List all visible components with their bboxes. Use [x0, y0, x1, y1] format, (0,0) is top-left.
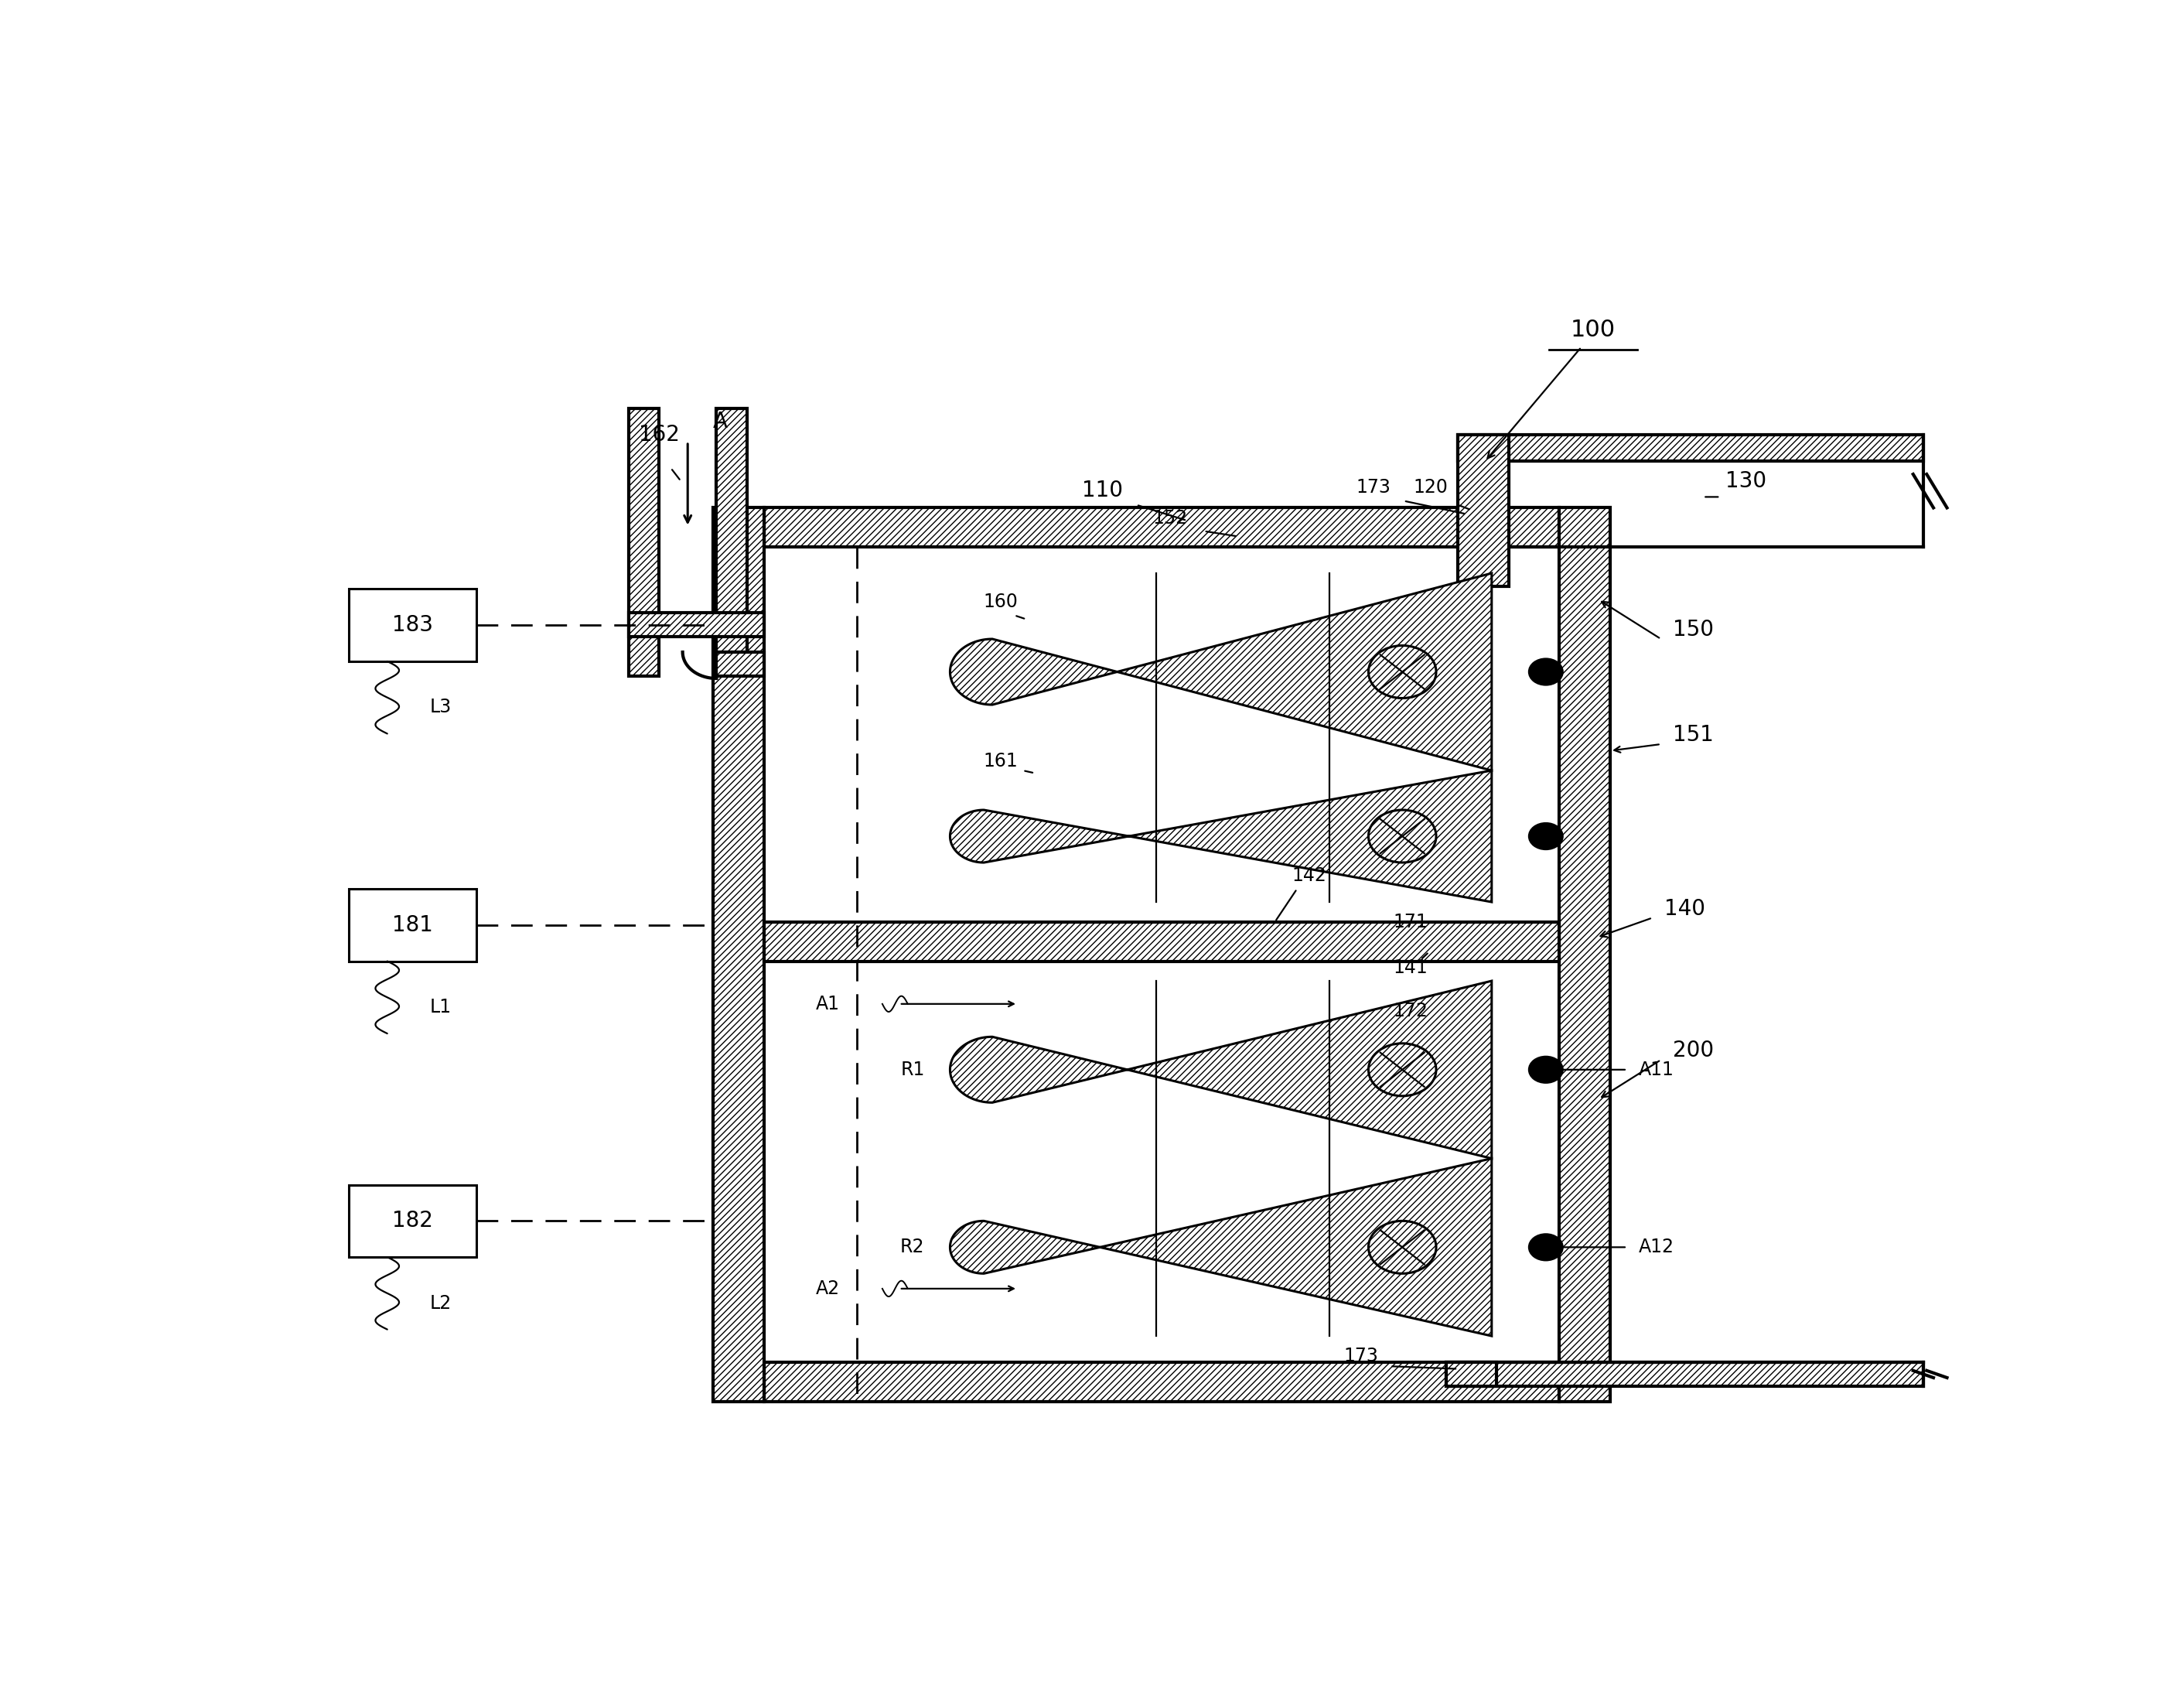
Text: L1: L1: [430, 997, 452, 1016]
Bar: [629, 408, 660, 676]
Circle shape: [1529, 1235, 1564, 1261]
Bar: [764, 547, 1559, 1363]
Circle shape: [1529, 823, 1564, 849]
Text: 182: 182: [393, 1209, 432, 1231]
Bar: [764, 1363, 1559, 1402]
Text: 181: 181: [393, 914, 432, 936]
Text: 110: 110: [1081, 480, 1123, 500]
Text: 200: 200: [1673, 1040, 1714, 1061]
Bar: [764, 1363, 1559, 1402]
Text: A12: A12: [1638, 1238, 1675, 1257]
Text: 100: 100: [1570, 319, 1616, 342]
Bar: [349, 1185, 476, 1257]
Bar: [1446, 1363, 1496, 1385]
Bar: [1446, 1363, 1924, 1385]
Circle shape: [1529, 1057, 1564, 1083]
Bar: [764, 922, 1559, 962]
Text: 172: 172: [1393, 1003, 1428, 1020]
Circle shape: [1529, 659, 1564, 685]
Bar: [1459, 436, 1509, 586]
Text: 173: 173: [1356, 478, 1391, 497]
Text: R2: R2: [900, 1238, 924, 1257]
Bar: [716, 408, 747, 652]
Bar: [1459, 436, 1924, 461]
Bar: [1559, 507, 1610, 1402]
Bar: [1459, 436, 1924, 461]
Bar: [764, 507, 1559, 547]
Polygon shape: [950, 574, 1492, 770]
Text: R1: R1: [900, 1061, 924, 1079]
Bar: [764, 507, 1559, 547]
Bar: [1459, 436, 1509, 586]
Text: 141: 141: [1393, 958, 1428, 977]
Bar: [716, 408, 747, 652]
Bar: [629, 613, 764, 637]
Text: 162: 162: [638, 424, 679, 446]
Polygon shape: [950, 770, 1492, 902]
Text: 152: 152: [1153, 509, 1188, 528]
Bar: [629, 408, 660, 676]
Bar: [1446, 1363, 1496, 1385]
Text: A1: A1: [817, 994, 841, 1013]
Bar: [629, 613, 764, 637]
Text: 142: 142: [1291, 866, 1326, 885]
Text: 183: 183: [393, 615, 432, 635]
Bar: [716, 652, 764, 676]
Polygon shape: [950, 1158, 1492, 1336]
Text: 130: 130: [1725, 470, 1767, 492]
Text: 173: 173: [1343, 1346, 1378, 1365]
Text: 160: 160: [983, 593, 1018, 611]
Bar: [349, 589, 476, 661]
Bar: [1559, 507, 1610, 1402]
Bar: [712, 507, 764, 1402]
Text: 171: 171: [1393, 912, 1428, 931]
Text: L2: L2: [430, 1295, 452, 1312]
Text: A: A: [712, 412, 727, 432]
Polygon shape: [950, 980, 1492, 1158]
Bar: [349, 888, 476, 962]
Text: 151: 151: [1673, 724, 1714, 746]
Text: A2: A2: [817, 1279, 841, 1298]
Text: 120: 120: [1413, 478, 1448, 497]
Text: L3: L3: [430, 699, 452, 717]
Text: A11: A11: [1638, 1061, 1675, 1079]
Bar: [712, 507, 764, 1402]
Bar: [1446, 1363, 1924, 1385]
Text: 161: 161: [983, 752, 1018, 770]
Bar: [764, 922, 1559, 962]
Bar: [716, 652, 764, 676]
Text: 140: 140: [1664, 898, 1706, 919]
Text: 150: 150: [1673, 618, 1714, 640]
